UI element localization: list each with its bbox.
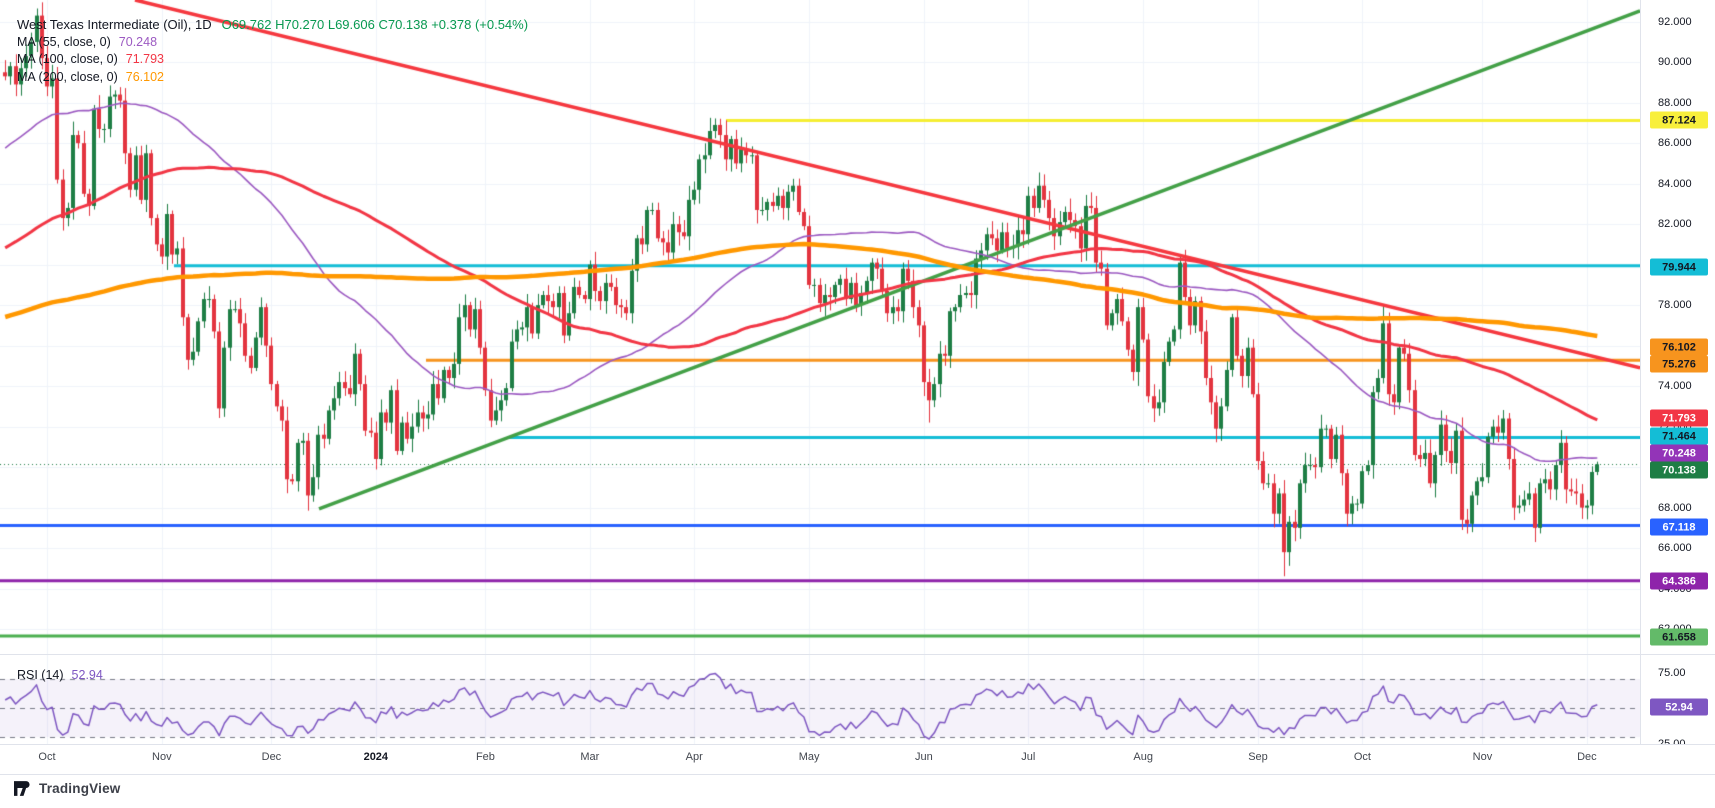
price-chart-canvas[interactable]	[0, 0, 1640, 744]
price-scale-label: 90.000	[1658, 56, 1692, 68]
time-scale-label: Dec	[1577, 751, 1597, 763]
time-scale-label: Nov	[1472, 751, 1493, 763]
time-scale[interactable]: Oct Nov Dec 2024 Feb Mar Apr May Jun Jul Aug Sep Oct…	[0, 745, 1715, 774]
time-scale-label: Oct	[1353, 751, 1371, 763]
price-scale-label: 84.000	[1658, 178, 1692, 190]
price-label-badge: 75.276	[1650, 355, 1708, 373]
price-label-badge: 76.102	[1650, 338, 1708, 356]
price-scale-label: 75.00	[1658, 667, 1686, 679]
price-scale-label: 78.000	[1658, 299, 1692, 311]
time-axis-top-border	[0, 744, 1715, 745]
price-label-badge: 67.118	[1650, 518, 1708, 536]
time-scale-label: Feb	[475, 751, 495, 763]
time-scale-label: Jun	[915, 751, 933, 763]
price-scale-label: 82.000	[1658, 218, 1692, 230]
price-scale-label: 66.000	[1658, 542, 1692, 554]
price-label-badge: 70.138	[1650, 461, 1708, 479]
price-label-badge: 52.94	[1650, 698, 1708, 716]
time-scale-label: Sep	[1248, 751, 1268, 763]
rsi-legend: RSI (14) 52.94	[17, 668, 103, 682]
price-label-badge: 61.658	[1650, 628, 1708, 646]
time-scale-label: Dec	[261, 751, 282, 763]
rsi-label: RSI (14)	[17, 668, 64, 682]
tradingview-logo-text: TradingView	[39, 781, 121, 796]
time-scale-label: 2024	[363, 751, 389, 763]
time-scale-label: Oct	[38, 751, 56, 763]
tradingview-logo[interactable]: TradingView	[14, 781, 120, 796]
time-scale-label: Aug	[1133, 751, 1153, 763]
price-scale-label: 68.000	[1658, 502, 1692, 514]
time-scale-label: Mar	[580, 751, 600, 763]
time-scale-label: May	[798, 751, 820, 763]
price-label-badge: 71.464	[1650, 427, 1708, 445]
pane-separator[interactable]	[0, 654, 1715, 655]
price-label-badge: 70.248	[1650, 444, 1708, 462]
price-label-badge: 64.386	[1650, 572, 1708, 590]
price-scale-label: 88.000	[1658, 97, 1692, 109]
price-label-badge: 79.944	[1650, 258, 1708, 276]
rsi-value: 52.94	[71, 668, 103, 682]
time-scale-label: Jul	[1021, 751, 1036, 763]
price-label-badge: 71.793	[1650, 409, 1708, 427]
price-scale-label: 92.000	[1658, 16, 1692, 28]
tradingview-logo-icon	[14, 781, 30, 796]
time-scale-label: Nov	[152, 751, 172, 763]
price-scale-label: 74.000	[1658, 380, 1692, 392]
time-scale-label: Apr	[685, 751, 703, 763]
time-axis-bottom-border	[0, 774, 1715, 775]
price-scale-label: 86.000	[1658, 137, 1692, 149]
price-scale[interactable]: 92.00090.00088.00086.00084.00082.00080.0…	[1641, 0, 1715, 774]
price-scale-border	[1640, 0, 1641, 774]
price-label-badge: 87.124	[1650, 111, 1708, 129]
